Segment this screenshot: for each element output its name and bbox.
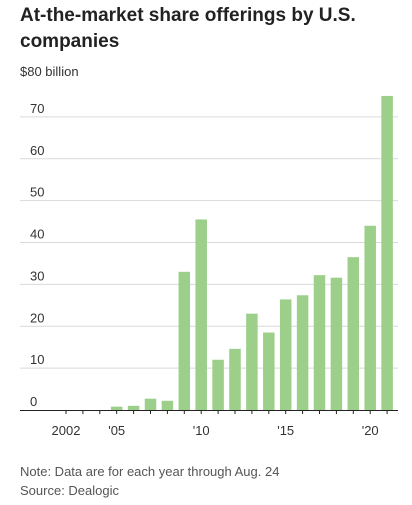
bar-2015 [279,299,292,410]
bar-2005 [110,406,123,410]
bar-2012 [229,348,241,410]
bar-2008 [161,400,174,410]
y-tick-label: 50 [30,185,44,200]
bar-2017 [313,275,326,410]
bar-2009 [178,271,191,410]
y-tick-label: 20 [30,310,44,325]
bar-2016 [296,295,309,410]
bar-2020 [364,225,376,410]
y-tick-label: 30 [30,268,44,283]
bar-2014 [263,332,275,410]
bar-2011 [212,359,224,410]
y-tick-label: 0 [30,394,37,409]
x-tick-label: '10 [193,423,210,438]
y-tick-label: 40 [30,227,44,242]
chart-title: At-the-market share offerings by U.S. co… [20,5,356,52]
y-tick-label: 60 [30,143,44,158]
source-text: Source: Dealogic [20,483,119,498]
bar-2021 [381,95,393,410]
x-tick-label: 2002 [52,423,81,438]
y-tick-label: 10 [30,352,44,367]
x-tick-label: '15 [277,423,294,438]
bar-2006 [127,405,140,410]
bar-2019 [347,257,360,410]
y-axis-unit-label: $80 billion [20,64,79,79]
bar-chart: 0 10 20 30 40 50 60 70 2002 '05 '10 '15 '20 [20,95,398,438]
bar-2013 [246,313,258,410]
bar-2007 [144,398,157,410]
bar-2018 [330,277,343,410]
chart-footnote: Note: Data are for each year through Aug… [20,462,279,500]
note-text: Note: Data are for each year through Aug… [20,464,280,479]
x-tick-label: '20 [362,423,379,438]
bar-2010 [195,219,207,410]
y-tick-label: 70 [30,101,44,116]
x-tick-label: '05 [108,423,125,438]
